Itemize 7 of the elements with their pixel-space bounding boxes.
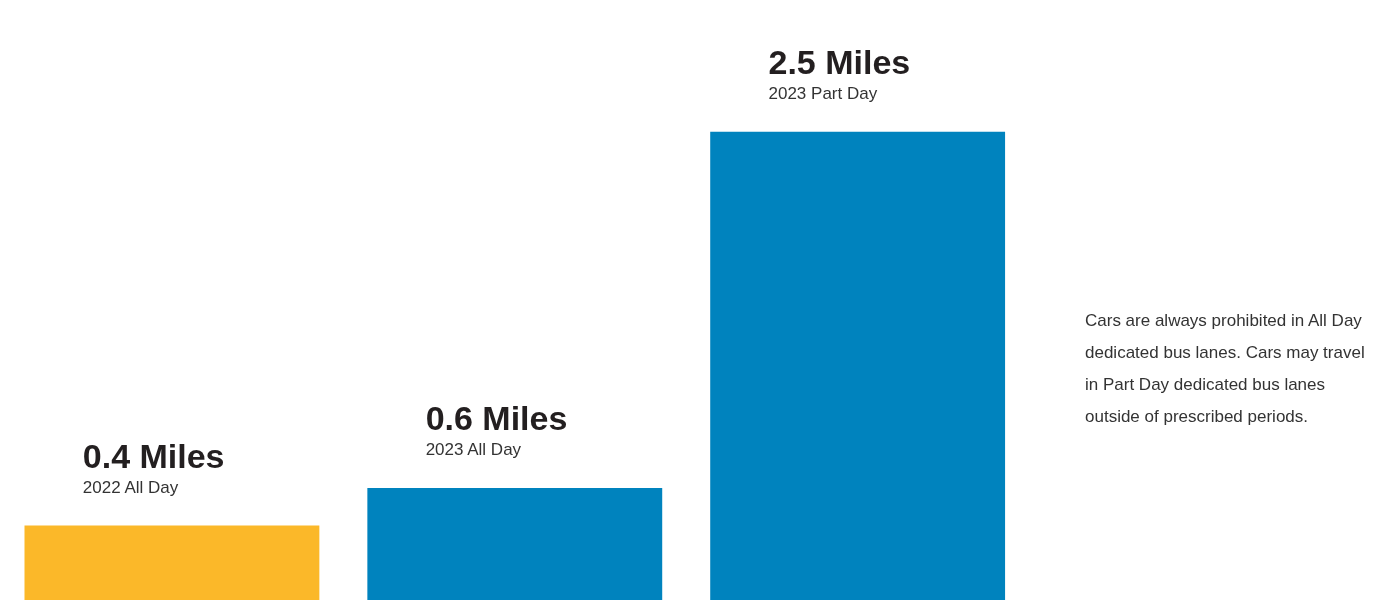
text: Cars are always prohibited in All Day dedicated bus lanes. Cars may travel in Part Day dedicated bus lanes outside of prescribed periods. xyxy=(1085,310,1365,428)
x-tick-label: 2022 All Day xyxy=(82,477,179,497)
data-label: 0.4 Miles xyxy=(82,436,225,475)
data-label: 0.6 Miles xyxy=(425,399,568,437)
x-tick-label: 2023 Part Day xyxy=(768,83,878,103)
data-label: 2.5 Miles xyxy=(768,42,911,81)
x-tick-label: 2023 All Day xyxy=(425,440,522,459)
